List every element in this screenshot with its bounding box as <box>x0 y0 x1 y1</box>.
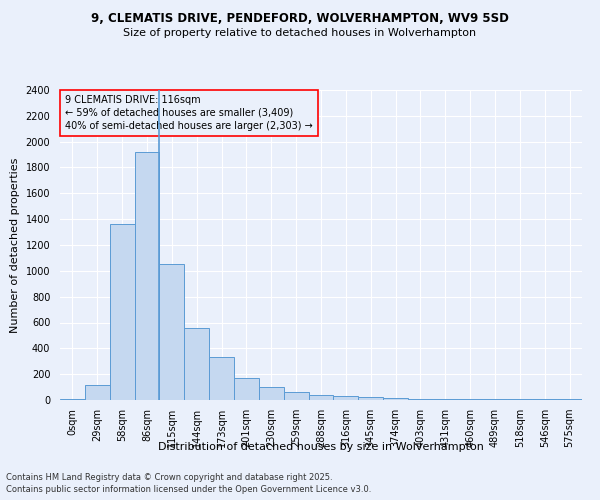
Bar <box>184 328 209 400</box>
Text: 9, CLEMATIS DRIVE, PENDEFORD, WOLVERHAMPTON, WV9 5SD: 9, CLEMATIS DRIVE, PENDEFORD, WOLVERHAMP… <box>91 12 509 26</box>
Y-axis label: Number of detached properties: Number of detached properties <box>10 158 20 332</box>
Bar <box>85 384 110 400</box>
Bar <box>134 152 160 400</box>
Bar <box>110 224 134 400</box>
Text: Contains public sector information licensed under the Open Government Licence v3: Contains public sector information licen… <box>6 485 371 494</box>
Text: Size of property relative to detached houses in Wolverhampton: Size of property relative to detached ho… <box>124 28 476 38</box>
Text: 9 CLEMATIS DRIVE: 116sqm
← 59% of detached houses are smaller (3,409)
40% of sem: 9 CLEMATIS DRIVE: 116sqm ← 59% of detach… <box>65 94 313 131</box>
Bar <box>308 396 334 400</box>
Text: Distribution of detached houses by size in Wolverhampton: Distribution of detached houses by size … <box>158 442 484 452</box>
Bar <box>383 398 408 400</box>
Bar <box>259 387 284 400</box>
Bar <box>284 392 308 400</box>
Bar <box>209 356 234 400</box>
Bar <box>160 264 184 400</box>
Bar <box>334 396 358 400</box>
Bar <box>358 397 383 400</box>
Bar <box>60 398 85 400</box>
Bar <box>557 398 582 400</box>
Bar <box>234 378 259 400</box>
Text: Contains HM Land Registry data © Crown copyright and database right 2025.: Contains HM Land Registry data © Crown c… <box>6 472 332 482</box>
